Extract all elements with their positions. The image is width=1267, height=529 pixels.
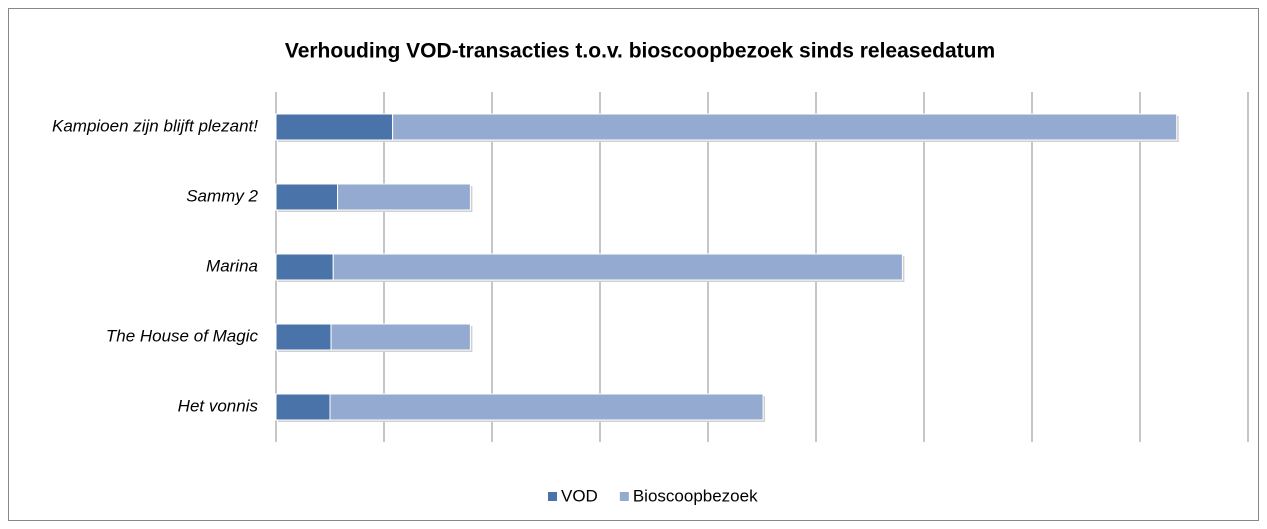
bar — [275, 183, 339, 211]
bar — [330, 323, 471, 351]
y-tick-label: Kampioen zijn blijft plezant! — [52, 116, 258, 135]
bar — [329, 393, 764, 421]
y-tick-label: The House of Magic — [106, 326, 259, 345]
legend-swatch — [619, 492, 629, 501]
bar — [332, 253, 903, 281]
legend-label: VOD — [561, 486, 598, 505]
bar — [275, 323, 332, 351]
chart-title: Verhouding VOD-transacties t.o.v. biosco… — [285, 40, 995, 63]
y-tick-label: Het vonnis — [178, 396, 259, 415]
bar — [275, 393, 331, 421]
bar — [337, 183, 471, 211]
bar — [275, 113, 394, 141]
bar — [392, 113, 1178, 141]
legend-swatch — [548, 492, 557, 501]
bar — [275, 253, 334, 281]
y-tick-label: Marina — [206, 256, 258, 275]
y-tick-label: Sammy 2 — [186, 186, 258, 205]
legend-label: Bioscoopbezoek — [633, 486, 758, 505]
